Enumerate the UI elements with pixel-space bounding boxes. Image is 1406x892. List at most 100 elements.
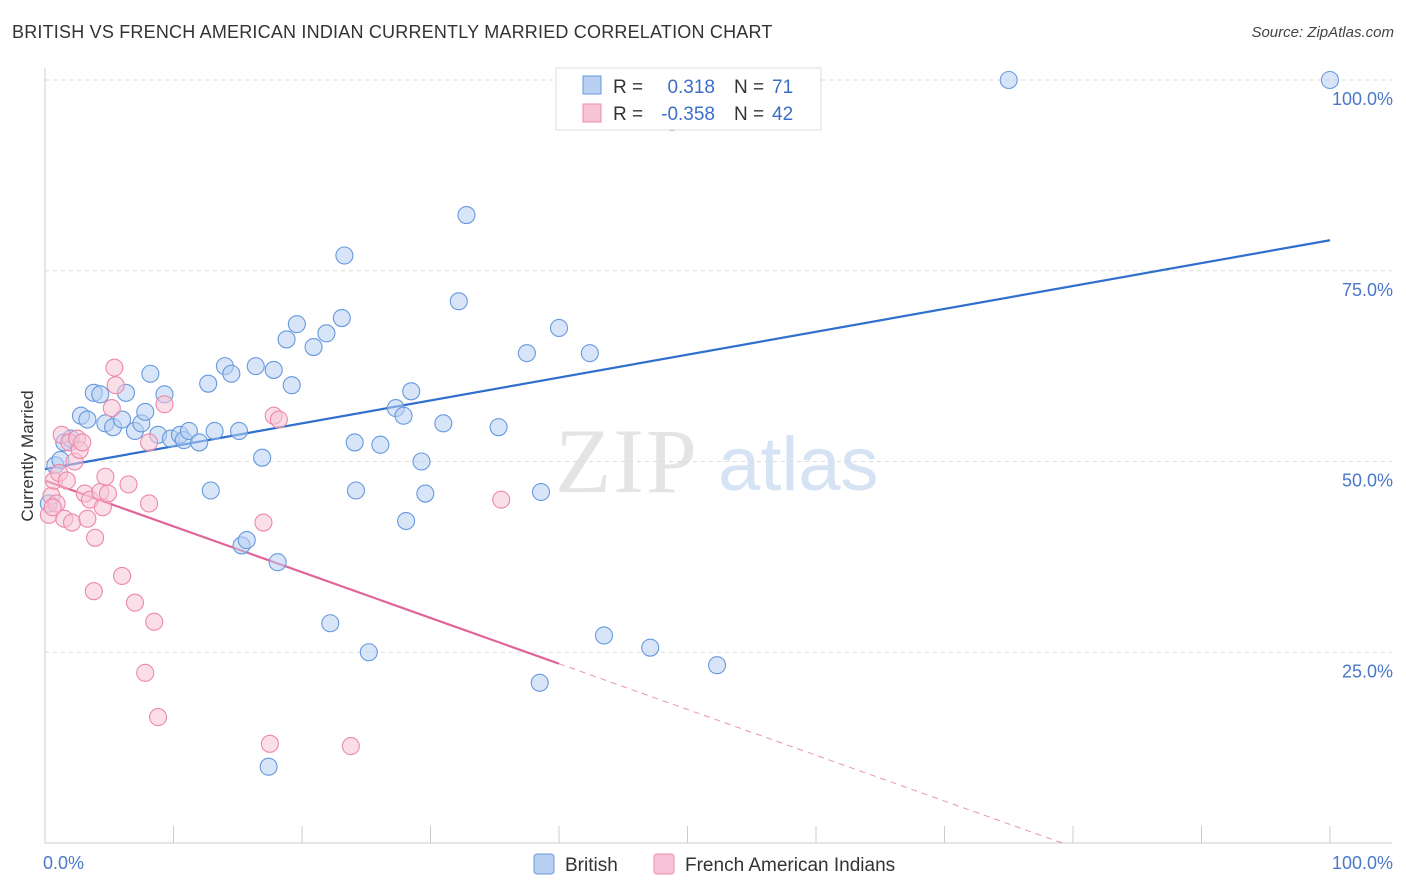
british-point [397,511,416,531]
french-point [105,358,124,377]
french-point [341,737,360,756]
trend-lines [44,239,1331,844]
french-point [98,484,118,503]
stats-swatch-french [582,103,602,123]
british-point [416,484,435,503]
y-axis-title: Currently Married [18,390,37,521]
stats-n-value-british: 71 [772,77,793,98]
stats-r-value-french: -0.358 [661,104,715,125]
watermark-zip: ZIP [555,410,699,512]
stats-r-label-french: R = [613,104,643,125]
british-point [517,344,536,363]
french-point [145,612,164,631]
french-point [254,513,273,532]
x-tick-label: 0.0% [43,853,84,873]
british-point [594,626,614,645]
french-point [84,582,103,601]
british-point [141,364,160,383]
french-point [102,399,121,418]
french-point [125,593,144,612]
british-point [205,421,224,441]
british-point [345,433,364,452]
british-point [335,246,354,265]
british-point [222,364,241,383]
british-point [113,410,132,429]
french-point [96,467,115,486]
french-point [155,395,174,414]
french-trend-line [44,479,560,665]
french-point [136,663,155,682]
legend-swatch-french [653,853,675,875]
series-legend: British French American Indians [533,853,895,876]
british-point [402,382,421,401]
british-point [332,309,351,328]
british-point [489,418,508,437]
british-point [304,337,323,357]
british-point [434,414,453,433]
british-trend-line [44,239,1331,471]
british-point [346,481,366,500]
british-point [321,614,340,633]
stats-legend: R = 0.318 N = 71 R = -0.358 N = 42 [555,67,822,131]
axes [44,68,1392,844]
british-point [91,385,110,404]
legend-label-british: British [565,855,618,876]
french-point [106,376,125,395]
legend-label-french: French American Indians [685,855,895,876]
french-trend-extension [558,663,1063,844]
french-point [62,513,82,532]
french-point [149,708,168,727]
british-point [199,374,218,393]
french-point [113,566,132,586]
british-point [531,482,551,502]
y-tick-labels: 25.0% 50.0% 75.0% 100.0% [1332,89,1393,681]
x-tick-labels: 0.0% 100.0% [43,853,1393,873]
british-point [201,481,220,500]
british-point [237,531,256,550]
british-point [1320,70,1340,90]
british-point [412,452,431,471]
british-point [549,318,569,338]
french-point [140,494,159,513]
watermark-atlas: atlas [718,422,879,507]
british-point [449,292,468,311]
data-points [39,70,1340,776]
british-point [287,315,306,334]
stats-r-value-british: 0.318 [667,77,715,98]
stats-r-label-british: R = [613,77,643,98]
french-point [119,475,138,494]
british-point [268,553,287,572]
french-point [57,471,76,490]
british-point [371,435,390,454]
french-point [86,528,105,547]
british-point [136,402,155,421]
y-tick-label: 75.0% [1342,280,1393,300]
british-point [246,357,265,376]
french-point [492,490,511,509]
british-point [229,421,249,441]
french-point [260,734,279,753]
british-point [708,656,727,675]
british-point [259,757,278,776]
british-point [394,406,413,425]
stats-n-value-french: 42 [772,104,793,125]
british-point [999,70,1018,90]
british-point [179,421,198,441]
british-point [457,206,476,225]
british-point [641,638,660,657]
chart-title: BRITISH VS FRENCH AMERICAN INDIAN CURREN… [12,22,773,42]
british-point [190,433,209,452]
stats-swatch-british [582,75,602,95]
french-point [140,433,159,452]
british-point [253,448,272,467]
british-point [78,410,97,429]
british-point [530,673,549,692]
french-point [269,410,288,429]
x-tick-label: 100.0% [1332,853,1393,873]
british-point [317,324,336,343]
stats-n-label-british: N = [734,77,764,98]
stats-n-label-french: N = [734,104,764,125]
french-point [43,498,62,517]
y-tick-label: 100.0% [1332,89,1393,109]
french-point [78,509,97,528]
